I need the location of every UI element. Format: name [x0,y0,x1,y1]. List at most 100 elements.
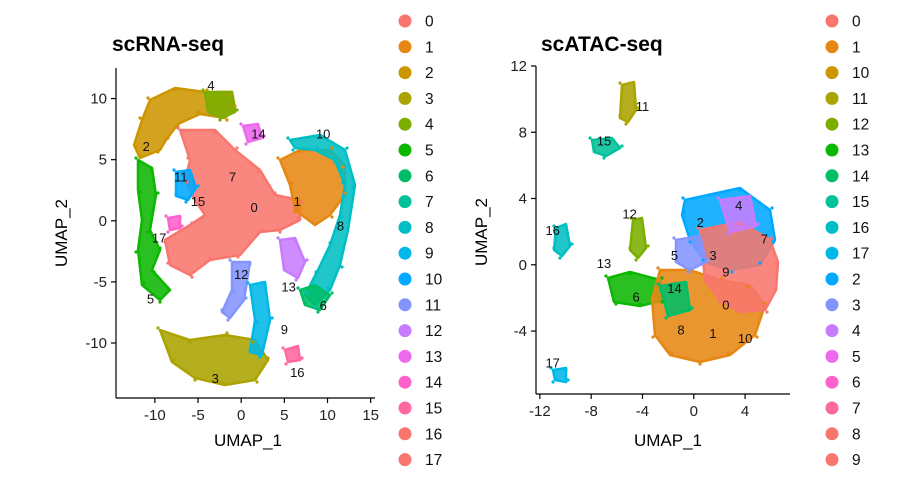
x-tick-label: -8 [584,403,597,420]
cell-point [592,148,596,152]
cell-point [688,240,692,244]
legend-swatch [825,298,839,312]
legend-swatch [825,195,839,209]
legend-swatch [398,427,412,441]
legend-swatch [398,453,412,467]
cluster-label-9: 9 [281,322,288,337]
cell-point [166,261,170,265]
cell-point [774,262,778,266]
cell-point [172,358,176,362]
legend-swatch [825,143,839,157]
legend-swatch [398,375,412,389]
cell-point [166,136,170,140]
cell-point [705,276,709,280]
legend-swatch [398,40,412,54]
legend-label-3: 3 [852,297,861,314]
cell-point [294,278,298,282]
cell-point [340,215,344,219]
cell-point [260,228,264,232]
cell-point [230,92,234,96]
cell-point [328,241,332,245]
legend-swatch [825,349,839,363]
cell-point [196,110,200,114]
x-tick-label: 0 [237,407,245,424]
cell-point [311,221,315,225]
cell-point [156,326,160,330]
x-tick-label: 15 [362,407,379,424]
cell-point [298,150,302,154]
cell-point [564,224,568,228]
cell-point [770,206,774,210]
legend-label-9: 9 [852,452,861,469]
legend-label-1: 1 [852,39,861,56]
cluster-label-3: 3 [709,248,716,263]
cell-point [632,82,636,86]
cell-point [588,136,592,140]
x-tick-label: -4 [636,403,649,420]
cell-point [201,215,205,219]
legend-label-2: 2 [425,65,434,82]
legend-label-4: 4 [852,323,861,340]
y-tick-label: 0 [519,257,527,274]
legend-swatch [825,66,839,80]
cell-point [604,274,608,278]
legend-swatch [825,14,839,28]
cell-point [656,266,660,270]
legend-swatch [825,272,839,286]
cell-point [142,281,146,285]
cluster-label-9: 9 [722,265,729,280]
cell-point [226,318,230,322]
cell-point [330,215,334,219]
cluster-label-15: 15 [191,194,205,209]
cluster-label-7: 7 [229,169,236,184]
legend-label-14: 14 [425,375,443,392]
cell-cloud-11 [658,280,692,318]
x-tick-label: -12 [529,403,551,420]
legend-label-10: 10 [852,65,870,82]
cell-point [156,150,160,154]
cell-point [293,238,297,242]
cell-point [220,308,224,312]
cluster-label-10: 10 [738,331,752,346]
cluster-label-2: 2 [697,215,704,230]
cell-point [313,285,317,289]
cell-point [684,282,688,286]
cell-scatter-region [549,80,780,384]
cell-point [134,145,138,149]
legend-swatch [825,427,839,441]
cell-point [138,154,142,158]
cell-point [235,108,239,112]
legend-label-5: 5 [852,349,861,366]
cell-point [628,246,632,250]
cell-point [690,306,694,310]
cell-cloud-10 [718,194,758,234]
cell-point [726,351,730,355]
legend-label-15: 15 [852,194,869,211]
cell-point [190,275,194,279]
cell-point [150,168,154,172]
legend-label-13: 13 [852,143,869,160]
legend-label-2: 2 [852,272,861,289]
cell-point [244,142,248,146]
cell-point [770,236,774,240]
cell-point [706,258,710,262]
cell-point [146,96,150,100]
cluster-label-10: 10 [316,127,330,142]
cell-point [239,122,243,126]
cluster-label-17: 17 [152,231,166,246]
cell-point [276,236,280,240]
legend-label-16: 16 [425,426,442,443]
cell-point [248,348,252,352]
legend-label-17: 17 [425,452,442,469]
cell-point [549,366,553,370]
legend-label-6: 6 [425,168,434,185]
cell-point [188,340,192,344]
legend-label-8: 8 [425,220,434,237]
cell-point [221,381,225,385]
cell-point [300,200,304,204]
cluster-label-5: 5 [147,292,154,307]
cell-point [318,135,322,139]
cell-point [333,160,337,164]
